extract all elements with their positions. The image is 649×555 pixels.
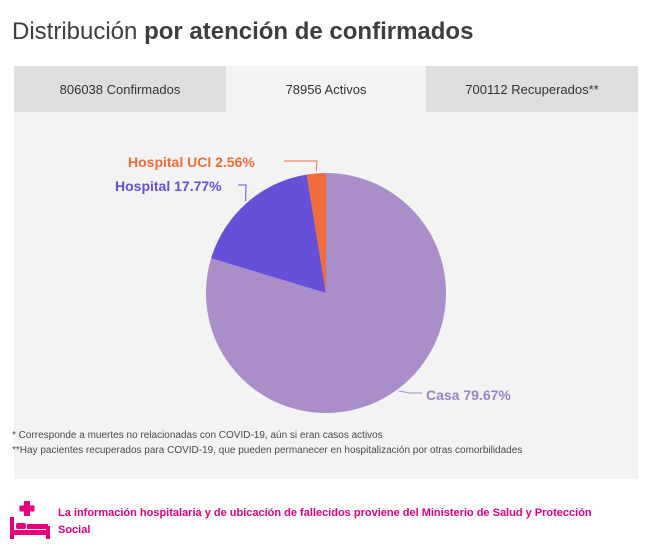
chart-panel: 806038 Confirmados 78956 Activos 700112 … (14, 66, 638, 479)
pie-slice-hospital-uci[interactable] (306, 173, 326, 293)
leader-line-hospital-uci (284, 160, 318, 172)
page-title: Distribución por atención de confirmados (12, 18, 473, 46)
hospital-bed-icon (10, 501, 50, 539)
tab-activos[interactable]: 78956 Activos (226, 66, 426, 112)
tab-confirmados[interactable]: 806038 Confirmados (14, 66, 226, 112)
leader-line-hospital (238, 184, 247, 202)
tab-bar: 806038 Confirmados 78956 Activos 700112 … (14, 66, 638, 112)
leader-line-casa (398, 390, 422, 394)
pie-label-casa: Casa 79.67% (426, 387, 511, 403)
pie-leaders (238, 160, 422, 394)
tab-recuperados[interactable]: 700112 Recuperados** (426, 66, 638, 112)
pie-label-hospital-uci: Hospital UCI 2.56% (128, 154, 255, 170)
title-part-regular: Distribución (12, 18, 138, 45)
footnote-1: * Corresponde a muertes no relacionadas … (12, 430, 383, 441)
pie-label-hospital: Hospital 17.77% (115, 178, 222, 194)
pie-slices (206, 173, 446, 413)
pie-chart: Casa 79.67% Hospital 17.77% Hospital UCI… (115, 154, 511, 413)
pie-slice-hospital[interactable] (211, 174, 326, 293)
info-source-text: La información hospitalaria y de ubicaci… (58, 507, 592, 536)
title-part-bold: por atención de confirmados (144, 18, 474, 45)
footnote-2: **Hay pacientes recuperados para COVID-1… (12, 445, 523, 456)
